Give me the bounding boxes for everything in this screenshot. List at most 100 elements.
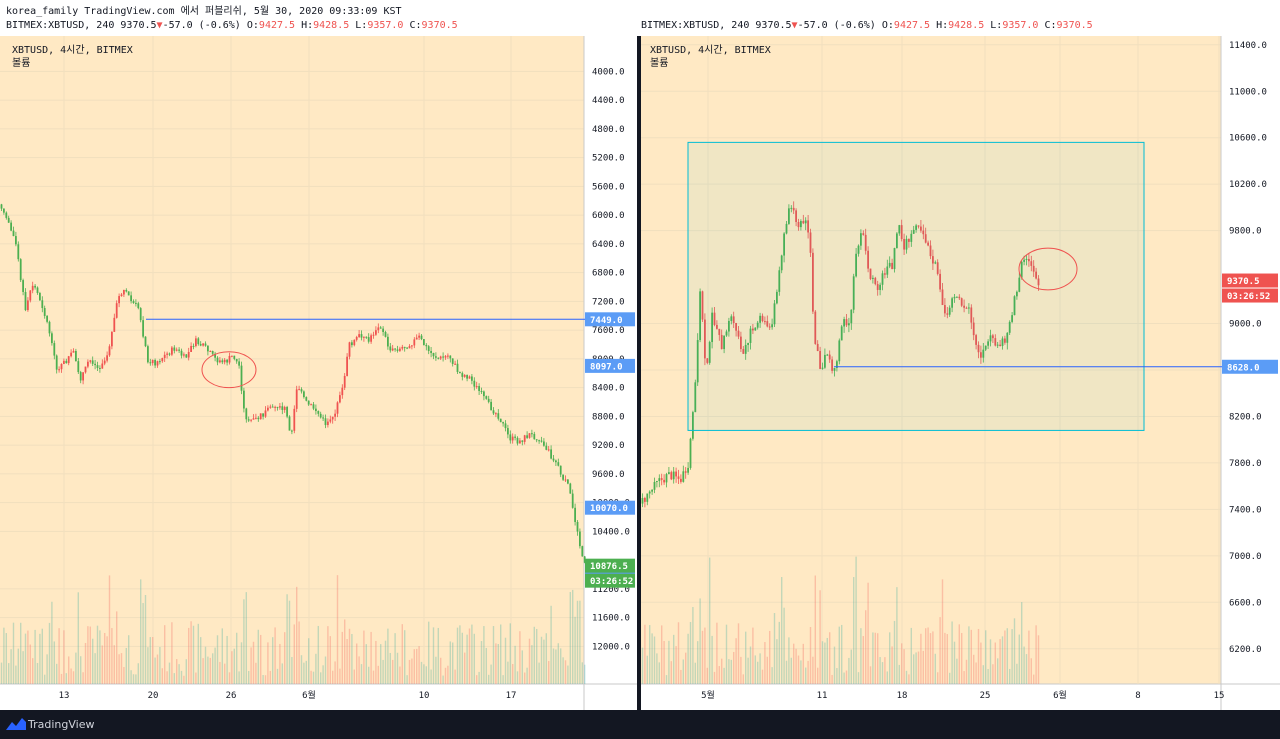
candle-up	[749, 328, 752, 343]
volume-bar	[200, 637, 202, 684]
right-last: 9370.5	[755, 20, 792, 31]
candle-down	[812, 252, 814, 312]
candle-down	[27, 300, 29, 311]
volume-bar	[540, 636, 543, 684]
volume-bar	[795, 648, 797, 684]
volume-bar	[685, 652, 687, 684]
candle-up	[776, 291, 778, 304]
candle-up	[910, 233, 913, 242]
candle-down	[391, 348, 394, 351]
volume-bar	[800, 660, 802, 684]
candle-up	[435, 356, 437, 358]
x-tick-label: 11	[817, 691, 828, 701]
down-arrow-icon: ▼	[156, 20, 163, 31]
candle-up	[247, 419, 250, 421]
volume-bar	[310, 670, 312, 684]
volume-bar	[461, 632, 463, 684]
candle-down	[963, 305, 965, 308]
volume-bar	[521, 650, 523, 684]
tradingview-logo-icon[interactable]	[6, 718, 26, 731]
volume-bar	[711, 635, 713, 684]
volume-bar	[101, 645, 103, 684]
candle-down	[399, 348, 401, 351]
volume-bar	[459, 625, 461, 684]
right-l-label: L:	[990, 20, 1003, 31]
right-chart-panel[interactable]: 6200.06600.07000.07400.07800.08200.08600…	[641, 36, 1280, 710]
volume-bar	[781, 577, 783, 684]
volume-bar	[1021, 602, 1023, 684]
candle-up	[41, 300, 44, 309]
volume-bar	[656, 653, 658, 684]
left-o-label: O:	[246, 20, 259, 31]
volume-bar	[173, 673, 175, 684]
volume-bar	[82, 672, 84, 684]
volume-bar	[32, 658, 34, 684]
candle-down	[343, 375, 346, 388]
volume-bar	[75, 652, 77, 684]
candle-up	[694, 382, 697, 413]
volume-bar	[877, 633, 879, 684]
volume-bar	[202, 658, 204, 684]
candle-down	[190, 345, 192, 352]
candle-down	[341, 387, 344, 396]
volume-bar	[204, 646, 207, 684]
volume-bar	[84, 642, 87, 684]
volume-bar	[125, 647, 127, 684]
volume-bar	[178, 664, 180, 684]
volume-bar	[46, 654, 48, 684]
candle-up	[521, 440, 524, 442]
volume-bar	[156, 654, 159, 684]
candle-up	[245, 408, 248, 420]
y-tick-label: 6800.0	[592, 269, 625, 279]
candle-down	[331, 416, 334, 420]
candle-up	[24, 291, 27, 311]
candle-down	[946, 313, 949, 315]
candle-down	[84, 366, 87, 373]
volume-bar	[190, 621, 192, 684]
candle-up	[948, 307, 951, 315]
candle-down	[293, 408, 296, 431]
publish-info: korea_family TradingView.com 에서 퍼블리쉬, 5월…	[6, 6, 402, 17]
candle-down	[737, 330, 740, 337]
candle-up	[367, 337, 370, 342]
candle-down	[740, 336, 742, 350]
volume-bar	[735, 638, 737, 684]
volume-bar	[519, 631, 521, 684]
candle-up	[989, 335, 992, 342]
left-chart-panel[interactable]: 4000.0 4400.0 4800.0 5200.0 5600.0 6000.0 6400…	[0, 36, 637, 710]
volume-bar	[677, 622, 680, 684]
tradingview-brand[interactable]: TradingView	[28, 718, 95, 731]
volume-bar	[963, 671, 965, 684]
candle-up	[3, 208, 5, 213]
volume-bar	[728, 659, 730, 684]
candle-down	[766, 321, 769, 327]
volume-bar	[454, 669, 456, 684]
candle-up	[773, 303, 776, 325]
candle-up	[427, 346, 430, 351]
y-tick-label: 11200.0	[592, 585, 630, 595]
candles	[641, 201, 1040, 508]
volume-bar	[1009, 668, 1011, 684]
volume-bar	[687, 633, 689, 684]
y-tick-label: 4000.0	[592, 67, 625, 77]
candle-up	[514, 436, 516, 438]
volume-bar	[862, 636, 864, 684]
volume-bar	[773, 613, 776, 684]
candle-up	[79, 372, 82, 381]
candle-down	[980, 352, 982, 358]
candle-down	[802, 221, 805, 224]
highlight-ellipse	[201, 351, 257, 389]
volume-bar	[855, 556, 857, 684]
candle-up	[262, 413, 264, 417]
candle-down	[831, 359, 833, 371]
candle-up	[387, 336, 389, 347]
volume-bar	[137, 663, 139, 684]
candle-up	[125, 289, 128, 292]
candle-up	[233, 355, 236, 359]
y-tick-label: 4800.0	[592, 125, 625, 135]
volume-bar	[742, 674, 744, 684]
volume-bar	[363, 630, 365, 684]
candle-down	[1037, 278, 1040, 286]
y-tick-label: 11400.0	[1229, 41, 1267, 51]
candle-up	[199, 344, 202, 346]
